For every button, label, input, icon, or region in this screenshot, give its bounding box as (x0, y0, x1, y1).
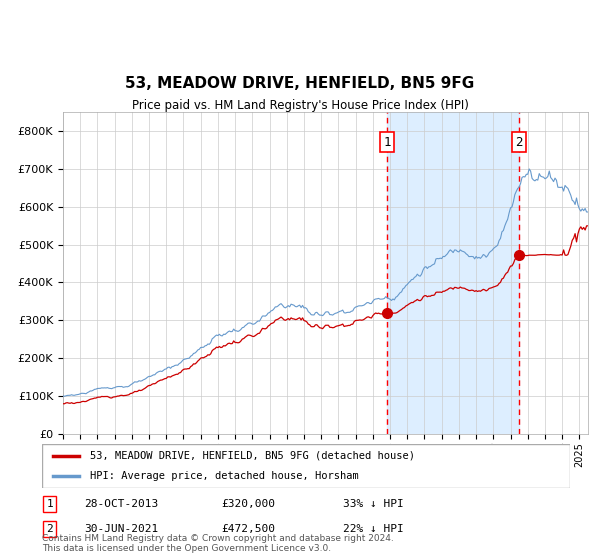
Text: 22% ↓ HPI: 22% ↓ HPI (343, 524, 404, 534)
Text: 33% ↓ HPI: 33% ↓ HPI (343, 499, 404, 509)
Text: 53, MEADOW DRIVE, HENFIELD, BN5 9FG: 53, MEADOW DRIVE, HENFIELD, BN5 9FG (125, 76, 475, 91)
Bar (387, 112, 519, 434)
Text: 1: 1 (47, 499, 53, 509)
Text: 2: 2 (515, 136, 523, 149)
Text: 1: 1 (383, 136, 391, 149)
FancyBboxPatch shape (42, 444, 570, 488)
Text: £320,000: £320,000 (221, 499, 275, 509)
Text: Contains HM Land Registry data © Crown copyright and database right 2024.
This d: Contains HM Land Registry data © Crown c… (42, 534, 394, 553)
Text: HPI: Average price, detached house, Horsham: HPI: Average price, detached house, Hors… (89, 471, 358, 481)
Text: 30-JUN-2021: 30-JUN-2021 (84, 524, 158, 534)
Text: Price paid vs. HM Land Registry's House Price Index (HPI): Price paid vs. HM Land Registry's House … (131, 99, 469, 112)
Text: £472,500: £472,500 (221, 524, 275, 534)
Text: 53, MEADOW DRIVE, HENFIELD, BN5 9FG (detached house): 53, MEADOW DRIVE, HENFIELD, BN5 9FG (det… (89, 451, 415, 461)
Text: 28-OCT-2013: 28-OCT-2013 (84, 499, 158, 509)
Text: 2: 2 (47, 524, 53, 534)
